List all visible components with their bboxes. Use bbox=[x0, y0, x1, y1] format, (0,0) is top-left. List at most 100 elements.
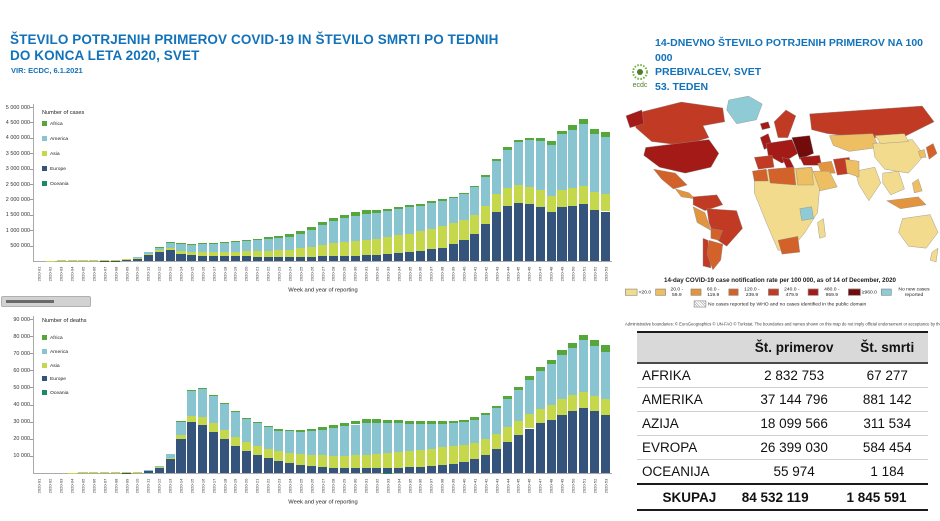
deaths-bar-africa bbox=[535, 367, 545, 371]
deaths-bar-europe bbox=[285, 463, 295, 473]
deaths-xtick-label: 2020-42 bbox=[483, 478, 489, 494]
deaths-bar-africa bbox=[296, 430, 306, 432]
deaths-bar-europe bbox=[503, 442, 513, 473]
cases-bar-europe bbox=[394, 252, 404, 261]
cases-bar-europe bbox=[285, 257, 295, 261]
deaths-bar-africa bbox=[263, 426, 273, 428]
deaths-bar-america bbox=[470, 419, 480, 443]
cases-bar-america bbox=[241, 241, 251, 252]
map-region-southeast-asia bbox=[882, 170, 905, 196]
deaths-value: 584 454 bbox=[846, 435, 928, 460]
deaths-bar-europe bbox=[437, 465, 447, 473]
deaths-bar-america bbox=[176, 421, 186, 436]
deaths-bar-america bbox=[230, 411, 240, 437]
bucket-swatch bbox=[728, 288, 739, 296]
cases-bar-europe bbox=[350, 255, 360, 261]
map-region-mexico bbox=[653, 168, 688, 190]
deaths-legend-item-america: America bbox=[42, 348, 79, 355]
cases-xtick-label: 2020-03 bbox=[58, 266, 64, 282]
map-region-korea bbox=[918, 149, 927, 158]
deaths-legend-item-europe: Europe bbox=[42, 375, 76, 382]
cases-bar-europe bbox=[415, 250, 426, 261]
cases-bar-asia bbox=[285, 249, 295, 258]
deaths-bar-europe bbox=[383, 468, 393, 473]
deaths-bar-africa bbox=[252, 422, 262, 424]
deaths-bar-europe bbox=[176, 438, 186, 473]
cases-bar-europe bbox=[590, 209, 600, 261]
bucket-swatch bbox=[625, 288, 638, 296]
legend-swatch-oceania bbox=[42, 181, 47, 186]
cases-bar-europe bbox=[339, 255, 349, 261]
cases-bar-europe bbox=[535, 206, 545, 261]
deaths-bar-asia bbox=[415, 449, 426, 467]
deaths-bar-europe bbox=[590, 411, 600, 473]
deaths-bar-america bbox=[448, 423, 458, 447]
legend-label: Europe bbox=[50, 376, 66, 382]
cases-xtick-label: 2020-38 bbox=[440, 266, 445, 282]
map-title-line3: 53. TEDEN bbox=[655, 80, 709, 93]
legend-label: Africa bbox=[50, 120, 63, 127]
cases-legend-item-oceania: Oceania bbox=[42, 180, 80, 187]
deaths-xtick-label: 2020-49 bbox=[559, 478, 565, 494]
cases-xtick-label: 2020-25 bbox=[298, 266, 303, 282]
deaths-bar-asia bbox=[492, 433, 502, 450]
deaths-xtick-label: 2020-29 bbox=[342, 478, 347, 494]
deaths-ytick-mark bbox=[30, 421, 33, 423]
cases-ytick-mark bbox=[30, 245, 33, 247]
deaths-xtick-label: 2020-45 bbox=[516, 478, 521, 494]
map-region-bolivia bbox=[710, 228, 723, 241]
deaths-bar-europe bbox=[524, 428, 534, 473]
cases-ytick-label: 5 000 000 bbox=[5, 103, 30, 111]
cases-bar-africa bbox=[546, 141, 556, 145]
deaths-bar-asia bbox=[503, 427, 513, 443]
cases-bar-america bbox=[503, 149, 513, 189]
map-region-central-asia bbox=[829, 133, 879, 152]
deaths-bar-africa bbox=[350, 420, 360, 425]
deaths-bar-africa bbox=[492, 405, 502, 408]
deaths-xtick-label: 2020-07 bbox=[102, 478, 108, 494]
cases-xtick-label: 2020-18 bbox=[222, 266, 227, 282]
cases-bar-europe bbox=[470, 233, 480, 261]
legend-label: Oceania bbox=[50, 389, 69, 396]
deaths-ytick-mark bbox=[30, 387, 33, 389]
cases-x-axis bbox=[33, 261, 612, 262]
bucket-label: 20.0 - 59.9 bbox=[670, 286, 684, 298]
deaths-bar-asia bbox=[328, 455, 338, 468]
map-region-alaska bbox=[625, 109, 644, 128]
cases-bar-asia bbox=[230, 251, 240, 257]
deaths-bar-america bbox=[350, 424, 360, 456]
deaths-bar-asia bbox=[546, 404, 556, 420]
deaths-bar-africa bbox=[546, 359, 556, 364]
deaths-bar-asia bbox=[405, 451, 415, 468]
page-title: ŠTEVILO POTRJENIH PRIMEROV COVID-19 IN Š… bbox=[10, 32, 499, 64]
deaths-bar-europe bbox=[535, 423, 545, 473]
deaths-ytick-label: 50 000 bbox=[13, 384, 31, 391]
deaths-bar-america bbox=[590, 346, 600, 396]
deaths-bar-asia bbox=[557, 399, 567, 415]
source-label: VIR: ECDC, 6.1.2021 bbox=[11, 66, 83, 75]
chart-toolbar-pill bbox=[1, 296, 91, 307]
map-region-central-america bbox=[675, 188, 696, 200]
cases-xtick-label: 2020-15 bbox=[189, 266, 195, 282]
deaths-bar-asia bbox=[513, 420, 523, 436]
cases-bar-africa bbox=[219, 241, 230, 244]
map-region-canada bbox=[633, 101, 725, 146]
deaths-xtick-label: 2020-19 bbox=[233, 478, 238, 494]
cases-bar-america bbox=[361, 213, 371, 240]
map-region-greenland bbox=[726, 95, 763, 124]
deaths-bar-africa bbox=[601, 345, 611, 352]
cases-bar-asia bbox=[394, 235, 404, 253]
deaths-xtick-label: 2020-15 bbox=[189, 478, 195, 494]
cases-bar-africa bbox=[470, 185, 480, 188]
deaths-bar-asia bbox=[448, 446, 458, 465]
deaths-bar-africa bbox=[339, 422, 349, 427]
deaths-bar-asia bbox=[317, 455, 328, 467]
cases-bar-africa bbox=[383, 208, 393, 212]
cases-bar-europe bbox=[426, 249, 436, 261]
deaths-value: 311 534 bbox=[846, 411, 928, 436]
map-legend-bucket: 240.0 - 479.9 bbox=[768, 286, 804, 297]
cases-bar-asia bbox=[448, 223, 458, 245]
cases-bar-asia bbox=[426, 228, 436, 250]
cases-bar-america bbox=[383, 211, 393, 238]
map-region-east-europe bbox=[791, 135, 814, 160]
